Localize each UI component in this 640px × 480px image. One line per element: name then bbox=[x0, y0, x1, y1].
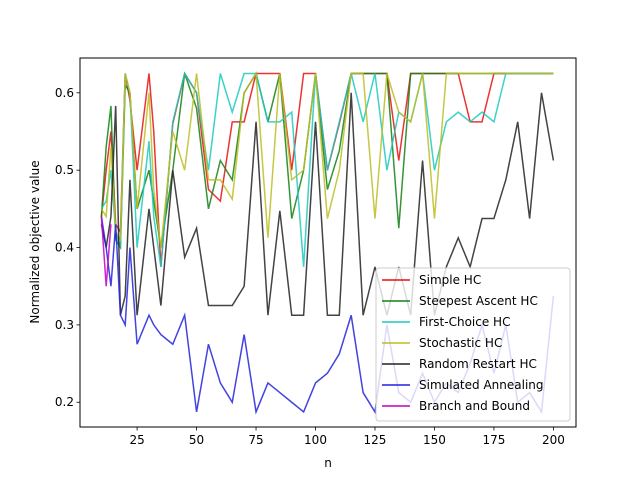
x-tick-label: 75 bbox=[248, 433, 263, 447]
legend-label-branch-and-bound: Branch and Bound bbox=[419, 399, 530, 413]
x-tick-label: 200 bbox=[542, 433, 565, 447]
y-tick-label: 0.3 bbox=[55, 318, 74, 332]
plot-frame bbox=[79, 57, 577, 428]
series-line-stochastic-hc bbox=[100, 71, 554, 248]
x-tick-label: 175 bbox=[482, 433, 505, 447]
x-tick-label: 150 bbox=[423, 433, 446, 447]
x-tick-label: 25 bbox=[129, 433, 144, 447]
legend-label-stochastic-hc: Stochastic HC bbox=[419, 336, 502, 350]
y-tick-label: 0.5 bbox=[55, 163, 74, 177]
y-axis: 0.2 0.3 0.4 0.5 0.6 bbox=[55, 86, 80, 409]
legend-label-steepest-ascent-hc: Steepest Ascent HC bbox=[419, 294, 538, 308]
legend-box bbox=[375, 267, 571, 422]
series-line-simple-hc bbox=[100, 71, 554, 267]
legend-label-simulated-annealing: Simulated Annealing bbox=[419, 378, 544, 392]
y-tick-label: 0.4 bbox=[55, 241, 74, 255]
x-tick-label: 50 bbox=[189, 433, 204, 447]
legend-label-random-restart-hc: Random Restart HC bbox=[419, 357, 537, 371]
legend-label-first-choice-hc: First-Choice HC bbox=[419, 315, 510, 329]
x-axis-label: n bbox=[324, 456, 332, 470]
y-tick-label: 0.2 bbox=[55, 395, 74, 409]
legend: Simple HC Steepest Ascent HC First-Choice … bbox=[375, 267, 571, 422]
x-axis: 25 50 75 100 125 150 175 200 bbox=[129, 427, 565, 447]
x-tick-label: 125 bbox=[364, 433, 387, 447]
series-line-first-choice-hc bbox=[100, 71, 554, 267]
y-tick-label: 0.6 bbox=[55, 86, 74, 100]
x-tick-label: 100 bbox=[304, 433, 327, 447]
series-line-random-restart-hc bbox=[100, 92, 555, 316]
series-line-branch-and-bound bbox=[100, 216, 112, 287]
y-axis-label: Normalized objective value bbox=[28, 160, 42, 323]
legend-label-simple-hc: Simple HC bbox=[419, 273, 481, 287]
